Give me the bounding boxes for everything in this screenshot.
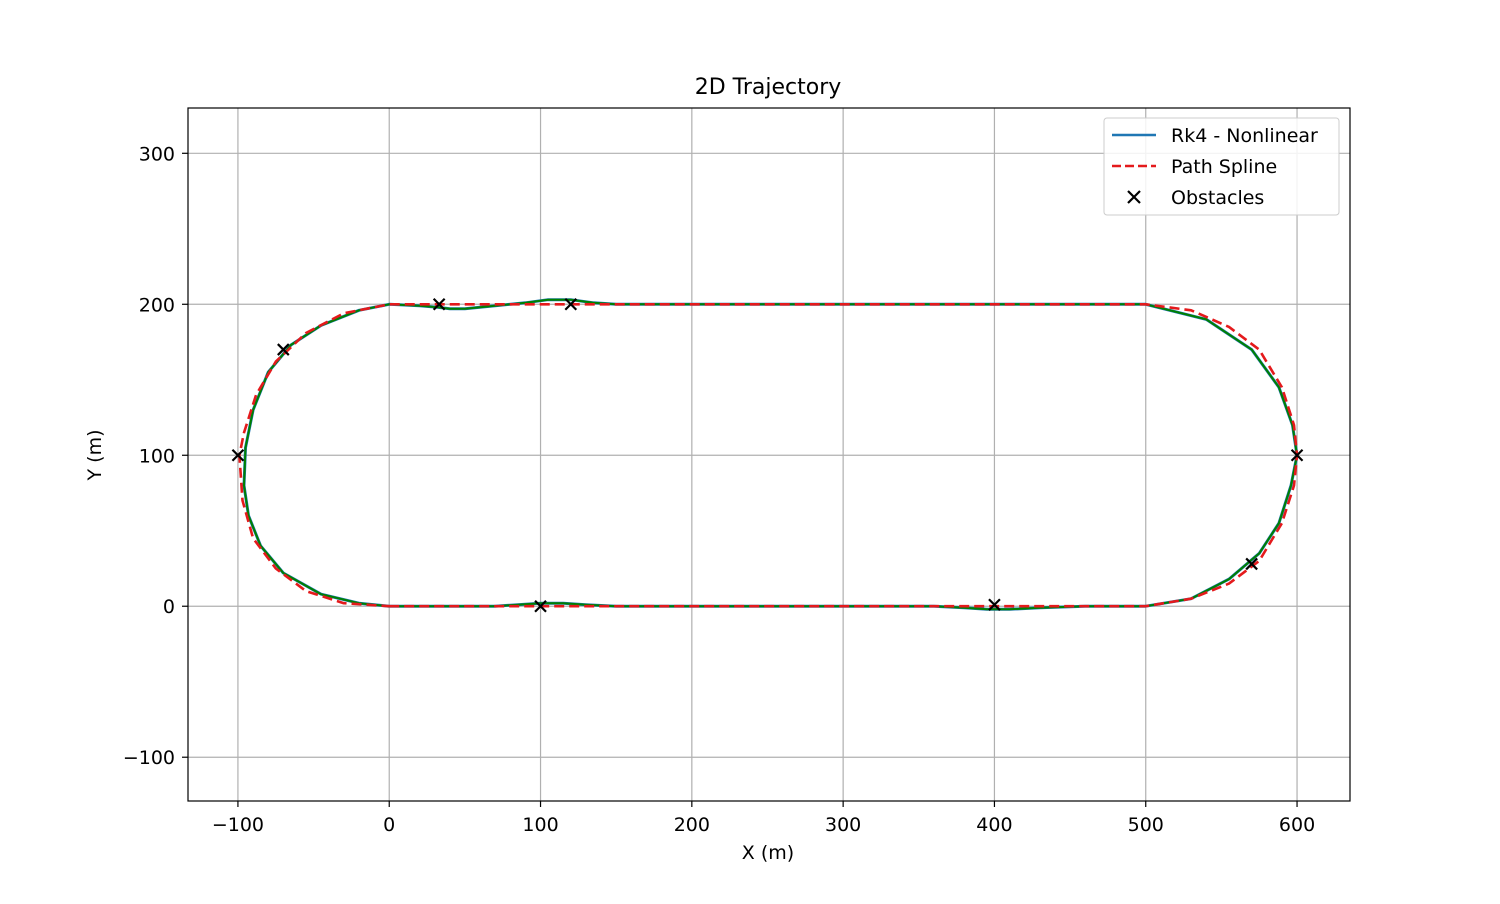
obstacle-marker-stroke: [432, 297, 446, 311]
obstacle-marker: [534, 599, 547, 613]
x-tick-label: 100: [522, 814, 558, 836]
chart-title: 2D Trajectory: [695, 75, 842, 100]
obstacle-marker: [231, 448, 245, 462]
y-axis-label: Y (m): [84, 430, 106, 482]
series-line-rk4-overlay: [243, 298, 1298, 611]
x-tick-label: 600: [1279, 814, 1315, 836]
legend-box: [1103, 117, 1340, 216]
data-layer: [231, 297, 1304, 613]
obstacle-marker: [564, 297, 578, 311]
series-line-rk4-nonlinear: [242, 298, 1299, 611]
legend-label-obstacles: Obstacles: [1171, 187, 1264, 209]
obstacle-marker-stroke: [534, 599, 547, 613]
obstacle-marker: [432, 297, 446, 311]
obstacle-marker: [1245, 557, 1258, 571]
x-tick-label: 400: [976, 814, 1012, 836]
y-tick-label: 300: [139, 143, 175, 165]
obstacle-marker-stroke: [564, 297, 578, 311]
plot-frame: [187, 107, 1351, 802]
obstacle-marker-stroke: [277, 343, 290, 356]
obstacle-marker-stroke: [231, 448, 245, 462]
obstacle-marker: [988, 598, 1001, 612]
legend-label-rk4: Rk4 - Nonlinear: [1171, 125, 1318, 147]
x-tick-label: 0: [383, 814, 395, 836]
legend: Rk4 - Nonlinear Path Spline Obstacles: [1103, 117, 1340, 216]
y-tick-label: 200: [139, 294, 175, 316]
legend-swatch-obstacles: [1127, 190, 1141, 204]
tick-layer: −100 0 100 200 300 400 500 600 −100 0 100 200 300: [123, 143, 1315, 836]
y-tick-label: −100: [123, 747, 175, 769]
obstacle-marker: [1290, 448, 1304, 462]
x-tick-label: −100: [212, 814, 264, 836]
y-tick-label: 100: [139, 445, 175, 467]
x-tick-label: 300: [825, 814, 861, 836]
legend-label-path-spline: Path Spline: [1171, 156, 1277, 178]
obstacle-marker-stroke: [988, 598, 1001, 612]
x-tick-label: 500: [1128, 814, 1164, 836]
y-tick-label: 0: [163, 596, 175, 618]
x-tick-label: 200: [674, 814, 710, 836]
obstacle-marker-stroke: [1245, 557, 1258, 571]
obstacle-marker-stroke: [1290, 448, 1304, 462]
x-axis-label: X (m): [742, 842, 794, 864]
obstacle-marker: [277, 343, 290, 356]
